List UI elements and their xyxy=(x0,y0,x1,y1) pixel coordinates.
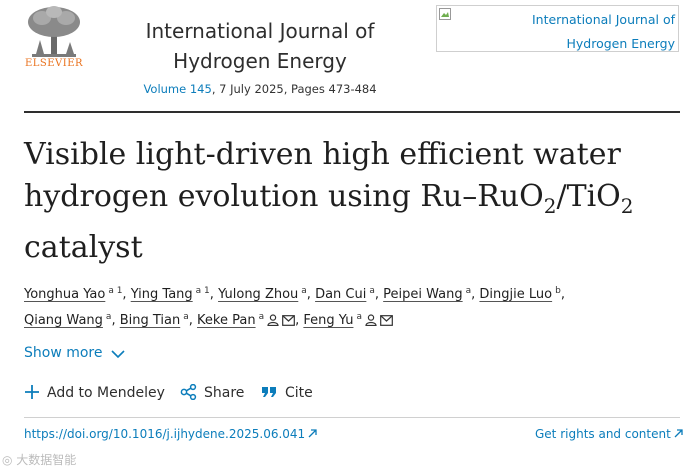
get-rights-link[interactable]: Get rights and content xyxy=(535,427,683,441)
person-icon[interactable] xyxy=(365,311,377,334)
author-separator: , xyxy=(560,287,565,302)
external-link-icon xyxy=(308,429,317,438)
email-icon[interactable] xyxy=(282,311,295,334)
author-link[interactable]: Qiang Wang xyxy=(24,313,103,328)
broken-image-icon xyxy=(439,8,451,20)
affiliation-marker[interactable]: a xyxy=(356,312,362,322)
share-button[interactable]: Share xyxy=(180,383,244,401)
affiliation-marker[interactable]: b xyxy=(555,286,561,296)
affiliation-marker[interactable]: a xyxy=(105,312,112,322)
affiliation-marker[interactable]: a xyxy=(369,286,375,296)
person-icon[interactable] xyxy=(267,311,279,334)
doi-link[interactable]: https://doi.org/10.1016/j.ijhydene.2025.… xyxy=(24,427,317,441)
show-more-button[interactable]: Show more xyxy=(24,345,125,361)
volume-link[interactable]: Volume 145 xyxy=(143,82,212,96)
quote-icon xyxy=(262,387,276,397)
author-separator: , xyxy=(122,287,127,302)
author-link[interactable]: Dan Cui xyxy=(315,287,367,302)
author-link[interactable]: Bing Tian xyxy=(119,313,181,328)
author-separator: , xyxy=(471,287,476,302)
author-link[interactable]: Keke Pan xyxy=(197,313,256,328)
author-link[interactable]: Feng Yu xyxy=(303,313,354,328)
author-link[interactable]: Ying Tang xyxy=(130,287,193,302)
author-link[interactable]: Dingjie Luo xyxy=(479,287,553,302)
plus-icon xyxy=(25,385,39,399)
cite-button[interactable]: Cite xyxy=(261,384,313,401)
actions-divider xyxy=(24,417,680,418)
author-separator: , xyxy=(111,313,116,328)
journal-cover-image[interactable] xyxy=(436,5,679,52)
author-link[interactable]: Peipei Wang xyxy=(383,287,463,302)
watermark-icon: ◎ xyxy=(2,453,17,467)
author-separator: , xyxy=(188,313,193,328)
add-to-mendeley-button[interactable]: Add to Mendeley xyxy=(24,384,165,401)
author-separator: , xyxy=(295,313,300,328)
affiliation-marker[interactable]: a xyxy=(183,312,189,322)
author-separator: , xyxy=(209,287,214,302)
elsevier-tree-logo[interactable] xyxy=(22,4,86,74)
header-divider xyxy=(24,111,680,113)
journal-title[interactable]: International Journal of Hydrogen Energy xyxy=(145,19,375,73)
external-link-icon xyxy=(674,429,683,438)
affiliation-marker[interactable]: a 1 xyxy=(108,286,123,296)
publisher-name: ELSEVIER xyxy=(24,58,84,69)
author-list: Yonghua Yao a 1, Ying Tang a 1, Yulong Zho… xyxy=(24,280,680,334)
author-separator: , xyxy=(374,287,380,302)
affiliation-marker[interactable]: a xyxy=(301,286,307,296)
issue-info: Volume 145, 7 July 2025, Pages 473-484 xyxy=(120,82,400,96)
chevron-down-icon xyxy=(111,350,125,359)
issue-details: , 7 July 2025, Pages 473-484 xyxy=(211,82,377,96)
article-title: Visible light-driven high efficient wate… xyxy=(24,137,634,265)
author-link[interactable]: Yonghua Yao xyxy=(24,287,106,302)
author-separator: , xyxy=(306,287,311,302)
cover-image-alt-text: International Journal of Hydrogen Energy xyxy=(531,12,675,51)
affiliation-marker[interactable]: a 1 xyxy=(195,286,210,296)
author-link[interactable]: Yulong Zhou xyxy=(218,287,299,302)
share-icon xyxy=(180,383,197,401)
affiliation-marker[interactable]: a xyxy=(465,286,472,296)
affiliation-marker[interactable]: a xyxy=(258,312,265,322)
email-icon[interactable] xyxy=(380,311,393,334)
watermark: ◎ 大数据智能 xyxy=(2,453,77,467)
